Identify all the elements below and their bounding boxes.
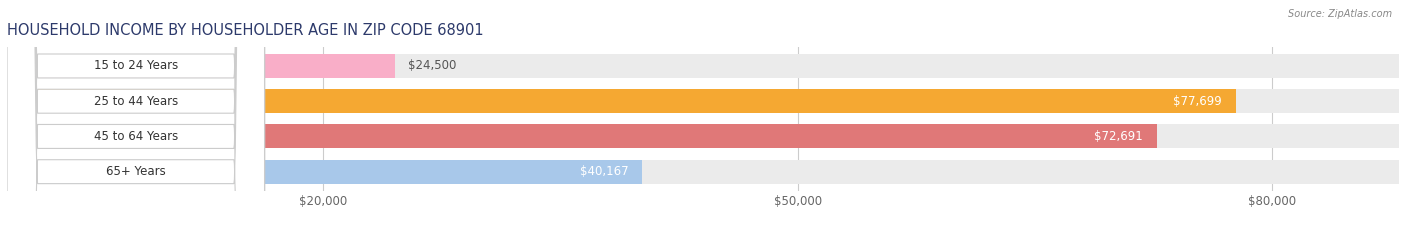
Text: $77,699: $77,699 — [1174, 95, 1222, 108]
Text: HOUSEHOLD INCOME BY HOUSEHOLDER AGE IN ZIP CODE 68901: HOUSEHOLD INCOME BY HOUSEHOLDER AGE IN Z… — [7, 24, 484, 38]
FancyBboxPatch shape — [7, 0, 264, 233]
Text: $40,167: $40,167 — [579, 165, 628, 178]
Bar — [7, 124, 1399, 148]
Text: 45 to 64 Years: 45 to 64 Years — [94, 130, 179, 143]
Text: 65+ Years: 65+ Years — [105, 165, 166, 178]
FancyBboxPatch shape — [7, 0, 264, 233]
Bar — [7, 54, 395, 78]
Text: 25 to 44 Years: 25 to 44 Years — [94, 95, 179, 108]
Text: $24,500: $24,500 — [409, 59, 457, 72]
FancyBboxPatch shape — [7, 0, 264, 233]
Text: 15 to 24 Years: 15 to 24 Years — [94, 59, 179, 72]
Text: $72,691: $72,691 — [1094, 130, 1143, 143]
Bar — [7, 54, 1399, 78]
Bar — [7, 124, 1157, 148]
FancyBboxPatch shape — [7, 0, 264, 233]
Bar — [7, 160, 643, 184]
Bar — [7, 89, 1399, 113]
Bar — [7, 160, 1399, 184]
Text: Source: ZipAtlas.com: Source: ZipAtlas.com — [1288, 9, 1392, 19]
Bar — [7, 89, 1236, 113]
